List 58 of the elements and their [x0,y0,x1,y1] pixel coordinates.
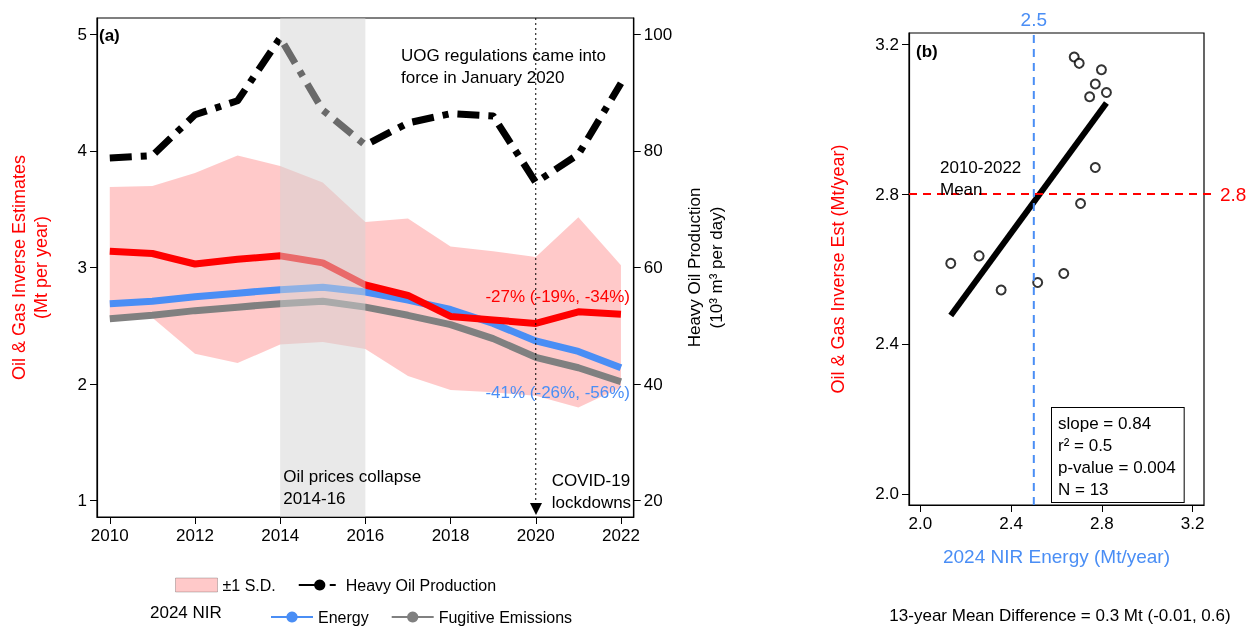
annotation: (b) [916,41,938,61]
y-tick-label: 3 [77,258,87,277]
annotation: UOG regulations came into force in January 2020 [401,45,611,87]
point [973,250,985,262]
legend-label: ±1 S.D. [222,576,276,594]
point [1073,57,1085,69]
point [995,284,1007,296]
point [1075,197,1087,209]
x-tick-label: 2014 [261,526,300,545]
point [1058,268,1070,279]
x-axis-title: 2024 NIR Energy (Mt/year) [942,546,1171,567]
annotation: -41% (-26%, -56%) [485,382,630,402]
x-tick-label: 2010 [90,526,129,545]
ref-line-label: COVID-19 lockdowns [551,470,635,512]
y-tick-label: 1 [77,491,87,511]
annotation: slope = 0.84 r² = 0.5 p-value = 0.004 N = 13 [1058,413,1176,499]
annotation: (a) [99,25,120,45]
point [1084,91,1096,103]
text: 13-year Mean Difference = 0.3 Mt (-0.01, 0.6) [889,605,1231,625]
y2-tick-label: 60 [643,258,663,277]
annotation: -27% (-19%, -34%) [485,286,630,306]
y2-tick-label: 40 [643,374,663,394]
y2-tick-label: 20 [643,491,663,511]
x-tick-label: 2.4 [999,514,1023,533]
y-tick-label: 2.4 [875,334,899,354]
ref-line-label: 2.8 [1220,183,1247,205]
y-tick-label: 2 [77,374,87,394]
y2-axis-title: Heavy Oil Production (10³ m³ per day) [684,187,726,348]
x-tick-label: 2018 [431,526,470,545]
point [1089,78,1101,90]
point [945,257,957,269]
point [1095,64,1107,76]
point [1032,276,1044,288]
y-tick-label: 5 [77,24,87,44]
ref-line-label: 2.5 [1020,9,1048,30]
x-tick-label: 2.8 [1090,514,1114,533]
y-tick-label: 3.2 [875,34,899,54]
y-axis-title: Oil & Gas Inverse Est (Mt/year) [828,144,848,394]
point [1089,161,1101,173]
y-tick-label: 2.0 [875,484,899,504]
x-tick-label: 3.2 [1180,514,1205,533]
y-tick-label: 2.8 [875,184,899,204]
legend-label: Fugitive Emissions [438,608,573,626]
x-tick-label: 2.0 [908,514,933,533]
y-tick-label: 4 [77,141,87,161]
x-tick-label: 2020 [516,526,555,545]
legend-label: Energy [318,608,369,626]
legend-title: 2024 NIR [150,603,222,622]
x-tick-label: 2012 [176,526,214,545]
x-tick-label: 2022 [602,526,640,545]
band-label: Oil prices collapse 2014-16 [283,466,426,508]
legend-label: Heavy Oil Production [345,576,497,594]
y-axis-title: Oil & Gas Inverse Estimates (Mt per year) [9,154,51,381]
annotation: 2010-2022 Mean [940,157,1027,199]
point [1100,87,1112,99]
y2-tick-label: 100 [643,24,673,44]
x-tick-label: 2016 [346,526,385,545]
y2-tick-label: 80 [643,141,663,161]
